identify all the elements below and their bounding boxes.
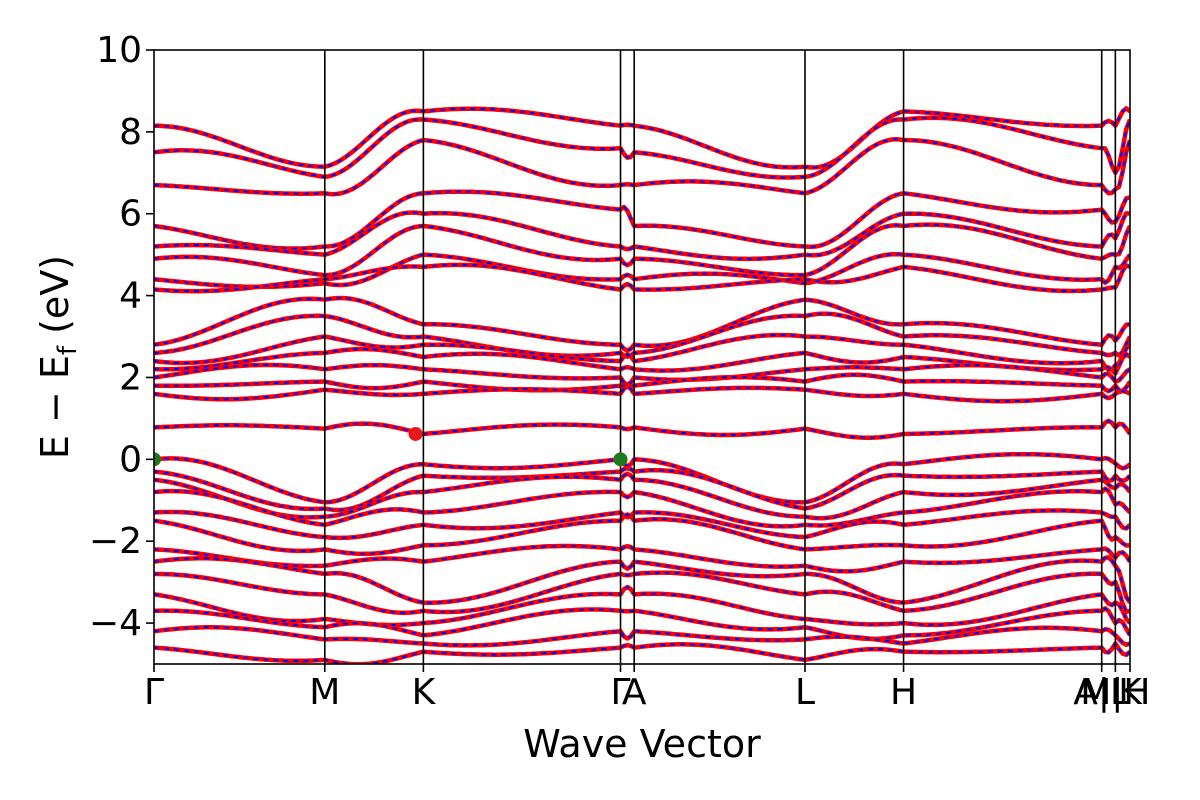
y-axis-title-sub: f: [53, 345, 83, 355]
band-extremum-marker: [154, 452, 161, 467]
y-tick-label: 6: [119, 194, 142, 235]
x-tick-label: M|H: [1080, 672, 1150, 713]
y-tick-label: 0: [119, 439, 142, 480]
band-line-spin-up: [154, 311, 1130, 360]
band-line-spin-down: [154, 223, 1130, 277]
band-line-spin-down: [154, 626, 1130, 647]
band-line-spin-down: [154, 385, 1130, 403]
band-line-spin-down: [154, 509, 1130, 539]
band-line-spin-down: [154, 545, 1130, 573]
x-axis-title: Wave Vector: [523, 722, 761, 766]
band-line-spin-up: [154, 189, 1130, 251]
x-tick-label: Γ: [610, 672, 630, 713]
x-tick-label: K: [412, 672, 437, 713]
band-line-spin-down: [154, 347, 1130, 376]
band-line-spin-down: [154, 453, 1130, 504]
y-axis-title: E − Ef (eV): [33, 255, 83, 459]
y-tick-label: 8: [119, 112, 142, 153]
band-line-spin-down: [154, 585, 1130, 626]
y-axis-title-main: E − E: [33, 355, 77, 459]
band-line-spin-down: [154, 138, 1130, 196]
band-line-spin-up: [154, 106, 1130, 170]
band-line-spin-down: [154, 487, 1130, 528]
band-line-spin-down: [154, 571, 1130, 614]
bands-layer: [154, 106, 1130, 664]
y-tick-label: 10: [96, 30, 142, 71]
extrema-markers: [154, 426, 628, 467]
band-line-spin-down: [154, 472, 1130, 520]
y-tick-label: −2: [89, 521, 142, 562]
band-line-spin-down: [154, 373, 1130, 393]
band-line-spin-down: [154, 556, 1130, 604]
x-tick-label: Γ: [144, 672, 164, 713]
x-tick-label: K: [1118, 672, 1143, 713]
band-line-spin-down: [154, 363, 1130, 386]
band-line-spin-down: [154, 106, 1130, 169]
y-tick-label: 4: [119, 276, 142, 317]
y-tick-label: −4: [89, 603, 142, 644]
band-line-spin-down: [154, 190, 1130, 250]
y-axis-title-unit: (eV): [33, 255, 77, 346]
band-line-spin-down: [154, 334, 1130, 371]
band-line-spin-down: [154, 467, 1130, 511]
x-axis-ticks: Γ M K ΓA L H A|LM|HK: [144, 664, 1150, 713]
band-line-spin-down: [154, 263, 1130, 293]
x-tick-label: A: [622, 672, 647, 713]
high-symmetry-lines: [323, 50, 1117, 664]
band-line-spin-down: [154, 312, 1130, 358]
x-tick-label: L: [795, 672, 815, 713]
band-line-spin-down: [154, 116, 1130, 179]
band-line-spin-down: [154, 296, 1130, 352]
band-line-spin-down: [154, 607, 1130, 640]
x-tick-label: M: [309, 672, 340, 713]
plot-frame: [153, 49, 1131, 665]
y-tick-label: 2: [119, 357, 142, 398]
band-line-spin-up: [154, 465, 1130, 513]
band-line-spin-down: [154, 641, 1130, 664]
band-extremum-marker: [408, 426, 423, 441]
band-line-spin-down: [154, 253, 1130, 288]
band-line-spin-up: [154, 625, 1130, 648]
y-axis-ticks: −4 −2 0 2 4 6 8 10: [89, 30, 154, 644]
x-tick-label: H: [890, 672, 917, 713]
band-line-spin-down: [154, 211, 1130, 260]
band-line-spin-down: [154, 419, 1130, 439]
band-line-spin-up: [154, 384, 1130, 404]
band-line-spin-up: [154, 512, 1130, 557]
band-line-spin-up: [154, 210, 1130, 262]
band-extremum-marker: [613, 452, 628, 467]
x-tick-label: A|L: [1073, 672, 1130, 713]
